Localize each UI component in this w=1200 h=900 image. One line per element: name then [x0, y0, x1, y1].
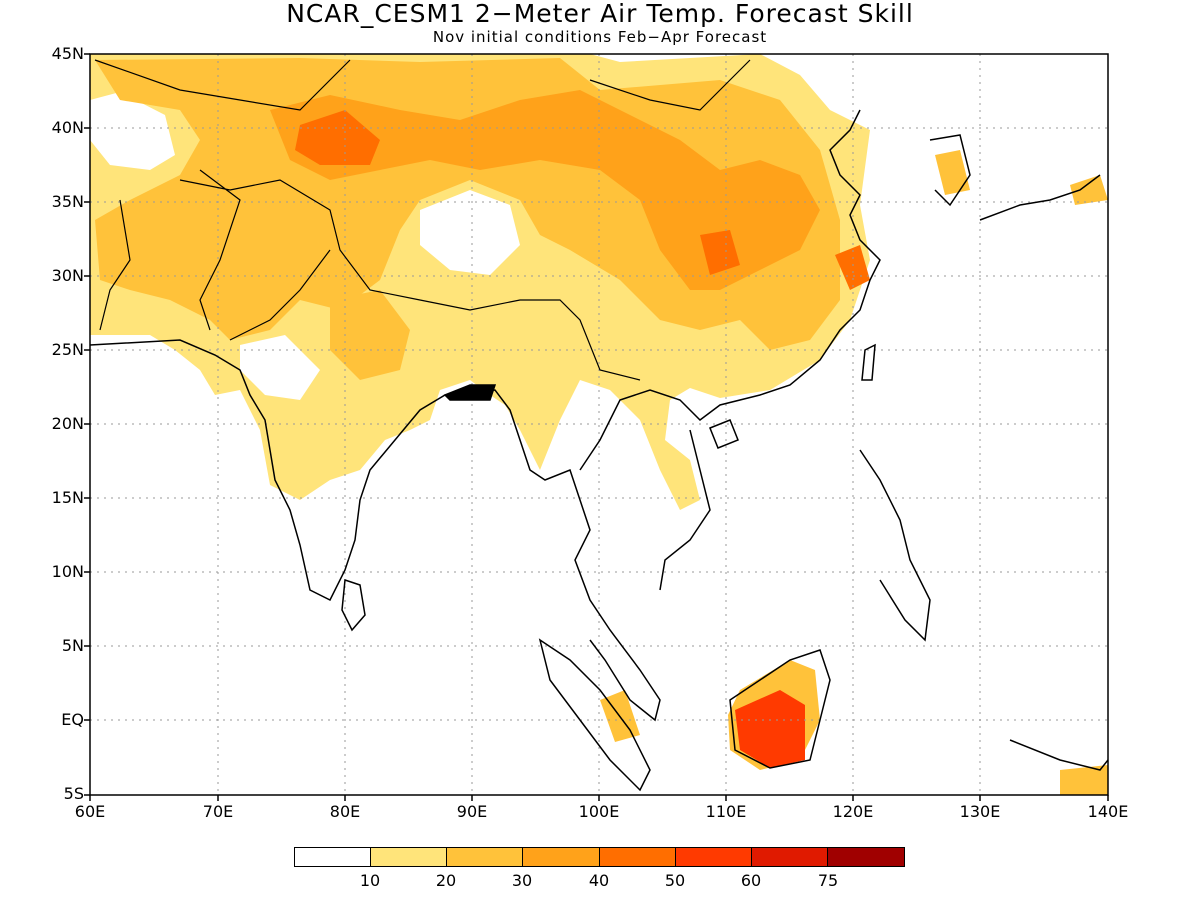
low-skill-west: [90, 92, 175, 170]
low-skill-tibet: [420, 190, 520, 275]
colorbar-label-75: 75: [817, 871, 839, 890]
bangladesh: [443, 384, 497, 401]
coastline-philippines: [859, 449, 931, 642]
colorbar-label-10: 10: [359, 871, 381, 890]
lon-label-80e: 80E: [329, 802, 361, 821]
country-borders: [94, 59, 751, 381]
lon-label-100e: 100E: [578, 802, 620, 821]
lon-label-110e: 110E: [705, 802, 747, 821]
coastline-borneo: [729, 649, 831, 769]
colorbar-label-50: 50: [664, 871, 686, 890]
skill-area-borneo-core: [735, 690, 805, 768]
colorbar-label-60: 60: [740, 871, 762, 890]
skill-area-40-50: [295, 110, 380, 165]
coastline-hainan: [709, 419, 739, 449]
lon-label-120e: 120E: [832, 802, 874, 821]
lat-label-30n: 30N: [51, 266, 84, 285]
lat-label-45n: 45N: [51, 44, 84, 63]
lat-label-15n: 15N: [51, 488, 84, 507]
coastline-srilanka: [341, 578, 366, 632]
coastline-indochina: [579, 109, 881, 471]
lat-label-20n: 20N: [51, 414, 84, 433]
colorbar-label-40: 40: [588, 871, 610, 890]
colorbar-cell-7: [827, 847, 905, 867]
coastline-taiwan: [861, 343, 876, 381]
lat-label-eq: EQ: [61, 710, 84, 729]
coastline-korea-japan: [929, 134, 1101, 221]
lon-label-70e: 70E: [202, 802, 234, 821]
lat-label-40n: 40N: [51, 118, 84, 137]
skill-field: [90, 54, 1108, 795]
coastlines: [90, 59, 1108, 792]
lon-label-60e: 60E: [74, 802, 106, 821]
skill-area-40-50-b: [700, 230, 740, 275]
skill-area-japan: [1070, 175, 1108, 205]
colorbar-cell-5: [675, 847, 752, 867]
lon-label-140e: 140E: [1087, 802, 1129, 821]
tick-marks: [84, 53, 1109, 801]
coastline-sumatra: [538, 638, 651, 792]
lon-label-130e: 130E: [959, 802, 1001, 821]
colorbar-label-30: 30: [511, 871, 533, 890]
lon-label-90e: 90E: [456, 802, 488, 821]
colorbar-cell-0: [294, 847, 371, 867]
colorbar: [294, 847, 905, 867]
map-subtitle: Nov initial conditions Feb−Apr Forecast: [432, 28, 768, 46]
grid-lines: [90, 54, 1108, 795]
lat-label-5n: 5N: [61, 636, 84, 655]
colorbar-cell-3: [522, 847, 600, 867]
lat-label-5s: 5S: [63, 784, 84, 803]
coastline-newguinea: [1009, 739, 1108, 771]
map-title: NCAR_CESM1 2−Meter Air Temp. Forecast Sk…: [286, 0, 914, 28]
skill-area-30-40: [270, 90, 820, 290]
skill-area-korea: [935, 150, 970, 195]
skill-area-east: [1060, 765, 1108, 795]
lat-label-35n: 35N: [51, 192, 84, 211]
colorbar-cell-1: [370, 847, 447, 867]
coastline-vietnam: [659, 429, 711, 591]
lat-label-10n: 10N: [51, 562, 84, 581]
lat-label-25n: 25N: [51, 340, 84, 359]
skill-area-20-30-b: [330, 290, 410, 380]
low-skill-india: [240, 335, 320, 400]
skill-area-40-50-c: [835, 245, 870, 290]
colorbar-label-20: 20: [435, 871, 457, 890]
colorbar-cell-2: [446, 847, 523, 867]
colorbar-cell-6: [751, 847, 828, 867]
colorbar-cell-4: [599, 847, 676, 867]
